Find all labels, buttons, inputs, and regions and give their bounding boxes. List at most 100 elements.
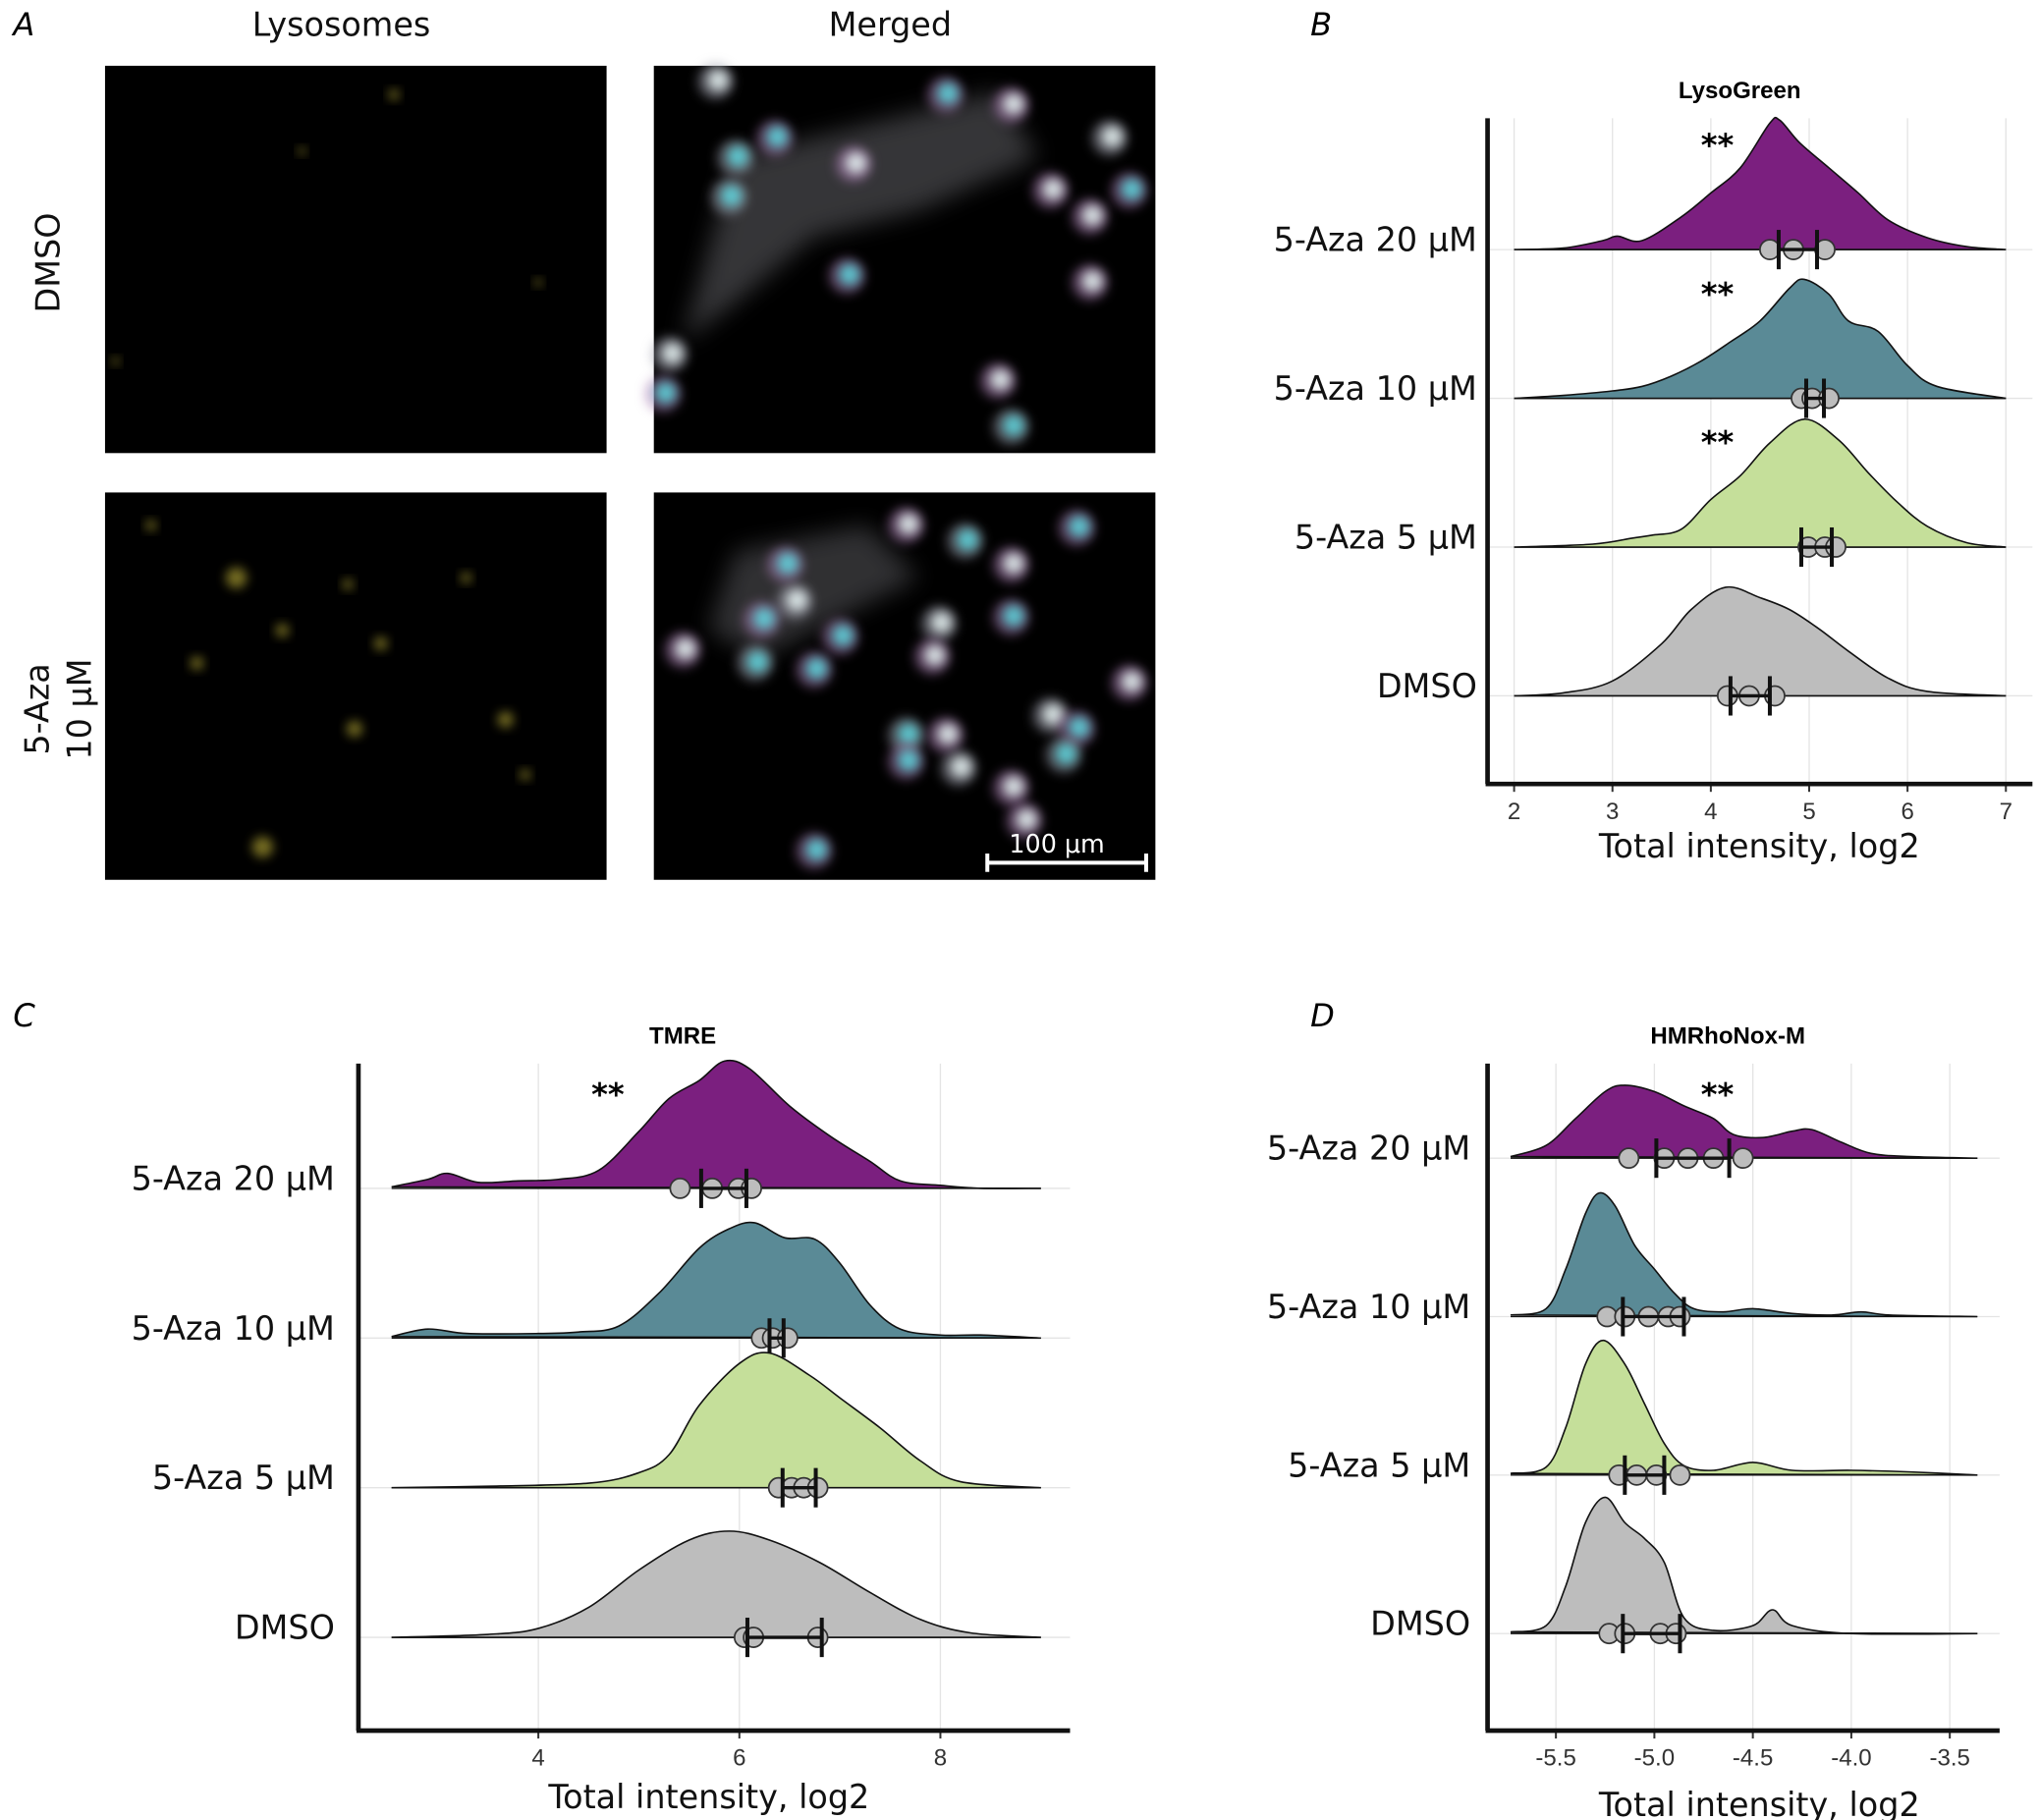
lysosome-signal: [534, 278, 543, 287]
panel-letter: A: [11, 6, 34, 43]
micrograph: [653, 492, 1156, 880]
replicate-point: [1596, 1305, 1619, 1328]
chart-title: TMRE: [649, 1023, 716, 1050]
panel-letter: B: [1310, 6, 1332, 43]
density-ridge: [1510, 1496, 1978, 1635]
significance: **: [1701, 1075, 1735, 1113]
cell-nucleus: [832, 625, 854, 646]
cell-nucleus: [839, 263, 860, 286]
ridgeline-chart: C TMRE 4 6 8 5-Aza 20 μM ** 5-Aza 10 μM 5-Aza 5 …: [13, 997, 1071, 1816]
lysosome-signal: [225, 567, 248, 588]
lysosome-signal: [373, 636, 388, 650]
cell-nucleus: [1121, 671, 1142, 692]
panel-a: A Lysosomes Merged DMSO 5-Aza 10 μM 100 …: [11, 5, 1156, 880]
cell-nucleus: [898, 749, 919, 771]
x-tick-label: 2: [1508, 799, 1520, 825]
cell-nucleus: [1081, 204, 1103, 227]
x-tick-label: 5: [1802, 799, 1815, 825]
category-label: DMSO: [1377, 667, 1477, 705]
category-label: 5-Aza 20 μM: [1267, 1130, 1470, 1168]
cell-nucleus: [937, 83, 959, 104]
cell-nucleus: [1003, 414, 1024, 436]
lysosome-signal: [190, 656, 204, 670]
x-tick-label: 4: [1704, 799, 1717, 825]
cell-nucleus: [924, 644, 946, 666]
cell-nucleus: [1003, 605, 1024, 627]
replicate-point: [1732, 1147, 1754, 1170]
density-ridge: [391, 1351, 1041, 1489]
x-tick-label: 8: [934, 1745, 947, 1772]
lysosome-signal: [111, 357, 120, 365]
category-label: 5-Aza 5 μM: [152, 1459, 335, 1497]
cell-nucleus: [1121, 178, 1142, 200]
micrograph: [104, 492, 607, 880]
cell-nucleus: [1003, 552, 1024, 575]
x-tick-label: 7: [2000, 799, 2012, 825]
x-tick-label: -4.0: [1831, 1745, 1871, 1772]
cell-nucleus: [930, 612, 953, 634]
cell-nucleus: [989, 368, 1012, 391]
cell-nucleus: [1101, 126, 1123, 147]
cell-nucleus: [950, 756, 972, 778]
row-label: DMSO: [28, 212, 67, 312]
density-ridge: [1510, 1084, 1978, 1159]
cell-nucleus: [1003, 93, 1024, 115]
cell-nucleus: [898, 513, 919, 535]
category-label: 5-Aza 5 μM: [1288, 1446, 1470, 1484]
cell-nucleus: [805, 839, 828, 860]
replicate-point: [1669, 1463, 1691, 1486]
cell-nucleus: [727, 145, 748, 167]
cell-nucleus: [1055, 743, 1077, 765]
cell-nucleus: [675, 637, 696, 660]
lysosome-signal: [461, 572, 471, 583]
cell-nucleus: [777, 552, 799, 575]
cell-nucleus: [720, 185, 743, 206]
lysosome-signal: [342, 579, 354, 590]
x-tick-label: -5.5: [1535, 1745, 1575, 1772]
lysosome-signal: [251, 836, 274, 858]
x-tick-label: 6: [733, 1745, 745, 1772]
cell-nucleus: [957, 528, 978, 551]
density-ridge: [1510, 1191, 1978, 1318]
replicate-point: [669, 1178, 691, 1199]
cell-nucleus: [1042, 178, 1064, 200]
x-tick-label: 4: [531, 1745, 544, 1772]
category-label: 5-Aza 5 μM: [1295, 518, 1477, 556]
x-tick-label: -3.5: [1929, 1745, 1969, 1772]
density-ridge: [391, 1221, 1041, 1340]
density-ridge: [1514, 116, 2007, 250]
significance: **: [1701, 424, 1735, 462]
cell-nucleus: [655, 382, 677, 404]
category-label: 5-Aza 20 μM: [1274, 221, 1477, 259]
lysosome-signal: [275, 624, 290, 637]
lysosome-signal: [145, 520, 157, 531]
panel-letter: D: [1310, 997, 1335, 1034]
x-axis-label: Total intensity, log2: [547, 1778, 869, 1816]
lysosome-signal: [346, 721, 362, 738]
ridgeline-chart: D HMRhoNox-M -5.5 -5.0 -4.5 -4.0 -3.5 5-Aza 20 …: [1267, 997, 2000, 1820]
category-label: 5-Aza 10 μM: [1267, 1288, 1470, 1326]
category-label: DMSO: [1370, 1605, 1470, 1643]
lysosome-signal: [298, 146, 306, 155]
density-ridge: [391, 1530, 1041, 1638]
ridgeline-chart: B LysoGreen 2 3 4 5 6 7 5-Aza 20 μM ** 5-Aza 10 μM…: [1274, 6, 2033, 865]
lysosome-signal: [497, 711, 514, 728]
density-ridge: [391, 1059, 1041, 1189]
cell-nucleus: [753, 608, 775, 630]
cell-nucleus: [898, 723, 919, 745]
category-label: DMSO: [235, 1609, 335, 1647]
x-axis-label: Total intensity, log2: [1598, 1786, 1920, 1820]
cell-nucleus: [786, 589, 808, 611]
cell-nucleus: [707, 69, 729, 91]
cell-nucleus: [1069, 516, 1090, 537]
cell-nucleus: [805, 657, 828, 680]
cell-nucleus: [1081, 270, 1103, 292]
cell-nucleus: [1042, 703, 1064, 726]
row-label: 10 μM: [60, 658, 98, 759]
chart-title: LysoGreen: [1679, 78, 1801, 104]
x-tick-label: 3: [1606, 799, 1619, 825]
cell-nucleus: [1003, 776, 1024, 798]
significance: **: [591, 1075, 625, 1113]
significance: **: [1701, 127, 1735, 164]
